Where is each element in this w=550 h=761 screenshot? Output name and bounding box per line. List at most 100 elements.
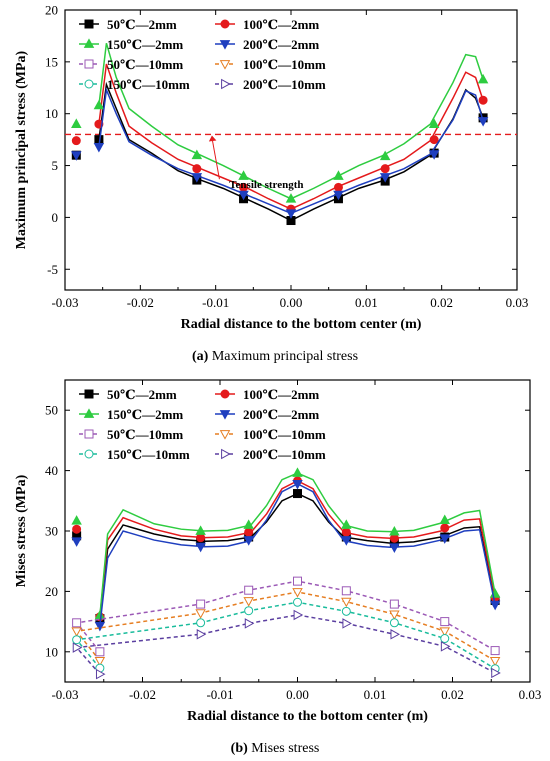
data-point: [430, 344, 438, 352]
data-point: [341, 536, 352, 546]
legend-label: 100℃—2mm: [243, 17, 319, 32]
data-point: [342, 618, 352, 629]
data-point: [293, 597, 302, 607]
data-point: [94, 609, 106, 620]
legend-label: 200℃—2mm: [243, 407, 319, 422]
data-point: [381, 336, 390, 344]
data-point: [440, 634, 450, 644]
series-line: [76, 364, 483, 380]
y-tick-label: 15: [45, 54, 58, 69]
legend-label: 150℃—2mm: [107, 407, 183, 422]
x-tick-label: 0.02: [441, 687, 464, 702]
data-point: [72, 635, 82, 645]
data-point: [439, 514, 450, 525]
legend-label: 100℃—10mm: [243, 427, 326, 442]
data-point: [240, 372, 248, 381]
legend-label: 100℃—10mm: [243, 57, 326, 72]
legend-marker: [220, 19, 230, 29]
data-point: [429, 135, 439, 145]
legend-item: 150℃—10mm: [79, 77, 190, 92]
y-tick-label: 50: [45, 403, 58, 418]
y-tick-label: 20: [45, 3, 58, 18]
legend-marker: [84, 449, 94, 459]
data-point: [389, 610, 400, 620]
series-7: [72, 609, 501, 680]
data-point: [382, 368, 390, 377]
data-point: [428, 118, 440, 128]
data-point: [191, 149, 203, 160]
x-tick-label: 0.01: [355, 295, 378, 310]
x-tick-label: 0.00: [280, 295, 303, 310]
legend-item: 150℃—2mm: [79, 407, 183, 422]
caption-a-letter: (a): [192, 349, 209, 364]
data-point: [94, 656, 106, 667]
data-point: [72, 618, 82, 628]
legend-item: 50℃—10mm: [79, 57, 183, 72]
legend-marker: [84, 79, 94, 89]
caption-a: (a) Maximum principal stress: [192, 349, 358, 364]
data-point: [341, 597, 352, 608]
annotation-arrowhead: [208, 135, 217, 142]
x-tick-label: 0.03: [506, 295, 529, 310]
data-point: [93, 99, 105, 110]
y-tick-label: 30: [45, 524, 58, 539]
data-point: [341, 519, 352, 529]
legend-item: 50℃—2mm: [79, 387, 177, 402]
series-1: [71, 63, 488, 214]
legend-marker: [84, 389, 94, 399]
legend-marker: [220, 389, 230, 399]
data-point: [489, 600, 501, 611]
data-point: [390, 629, 401, 640]
data-point: [293, 489, 302, 499]
data-point: [334, 341, 343, 349]
legend-label: 50℃—10mm: [107, 427, 183, 442]
data-point: [288, 375, 296, 384]
data-point: [244, 618, 255, 629]
data-point: [96, 366, 104, 375]
data-point: [333, 182, 343, 192]
data-point: [389, 525, 400, 536]
data-point: [477, 73, 489, 84]
data-point: [285, 193, 297, 203]
x-tick-label: 0.00: [286, 687, 309, 702]
data-point: [71, 515, 82, 525]
data-point: [381, 349, 389, 357]
data-point: [72, 315, 80, 323]
legend-label: 150℃—10mm: [107, 77, 190, 92]
y-tick-label: 10: [45, 106, 58, 121]
legend-item: 200℃—2mm: [215, 37, 319, 52]
legend-label: 150℃—10mm: [107, 447, 190, 462]
legend: 50℃—2mm 100℃—2mm 150℃—2mm 200℃—2mm 50℃—10mm 1…: [79, 17, 326, 92]
x-tick-label: -0.01: [206, 687, 233, 702]
y-tick-label: 10: [45, 644, 58, 659]
legend-label: 50℃—2mm: [107, 387, 177, 402]
data-point: [195, 525, 206, 535]
legend-item: 200℃—10mm: [215, 447, 326, 462]
legend-label: 200℃—2mm: [243, 37, 319, 52]
legend-label: 200℃—10mm: [243, 77, 326, 92]
legend-marker: [219, 40, 231, 50]
tensile-strength-annotation: Tensile strength: [208, 135, 303, 191]
data-point: [243, 519, 254, 529]
data-point: [95, 336, 104, 344]
data-point: [428, 150, 440, 160]
legend: 50℃—2mm 100℃—2mm 150℃—2mm 200℃—2mm 50℃—10mm 1…: [79, 387, 326, 462]
chart-panel-b: -0.03 -0.02 -0.01 0.00 0.01 0.02 0.03 10 20 30 40 5…: [14, 379, 541, 724]
data-point: [489, 656, 501, 667]
data-point: [196, 629, 207, 640]
legend-item: 100℃—10mm: [215, 57, 326, 72]
data-point: [244, 585, 254, 595]
data-point: [71, 118, 82, 128]
data-point: [293, 576, 302, 586]
data-point: [479, 319, 487, 327]
data-point: [94, 621, 106, 632]
series-line: [75, 591, 496, 662]
legend-marker: [219, 430, 231, 440]
data-point: [341, 606, 351, 616]
legend-item: 100℃—10mm: [215, 427, 326, 442]
legend-marker: [221, 78, 231, 90]
data-point: [379, 150, 391, 161]
x-tick-label: -0.02: [129, 687, 156, 702]
data-point: [192, 337, 201, 345]
series-6: [72, 597, 500, 674]
